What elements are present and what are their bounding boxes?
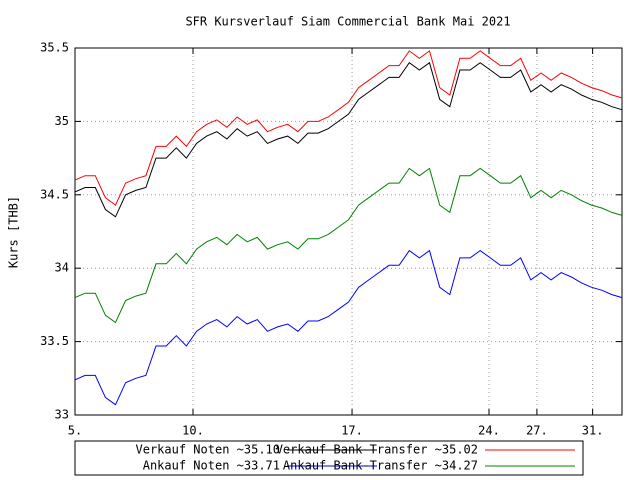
legend-label: Ankauf Noten ~33.71 xyxy=(143,459,280,473)
legend-label: Verkauf Noten ~35.10 xyxy=(136,443,281,457)
y-tick-label: 34.5 xyxy=(40,187,69,201)
legend-label: Ankauf Bank-Transfer ~34.27 xyxy=(283,459,478,473)
series-line xyxy=(74,167,623,324)
y-tick-label: 33 xyxy=(55,408,69,422)
x-tick-label: 17. xyxy=(341,424,363,438)
series-line xyxy=(74,61,623,218)
series-line xyxy=(74,50,623,206)
chart-title: SFR Kursverlauf Siam Commercial Bank Mai… xyxy=(185,15,510,29)
y-tick-label: 35.5 xyxy=(40,41,69,55)
y-tick-label: 35 xyxy=(55,114,69,128)
legend-label: Verkauf Bank-Transfer ~35.02 xyxy=(276,443,478,457)
plot-frame xyxy=(74,47,623,416)
x-tick-label: 24. xyxy=(478,424,500,438)
y-tick-label: 34 xyxy=(55,261,69,275)
y-tick-label: 33.5 xyxy=(40,334,69,348)
x-tick-label: 31. xyxy=(582,424,604,438)
x-tick-label: 10. xyxy=(182,424,204,438)
x-tick-label: 5. xyxy=(68,424,82,438)
y-axis-label: Kurs [THB] xyxy=(7,196,21,268)
x-tick-label: 27. xyxy=(526,424,548,438)
legend-box xyxy=(74,440,584,476)
series-line xyxy=(74,249,623,406)
